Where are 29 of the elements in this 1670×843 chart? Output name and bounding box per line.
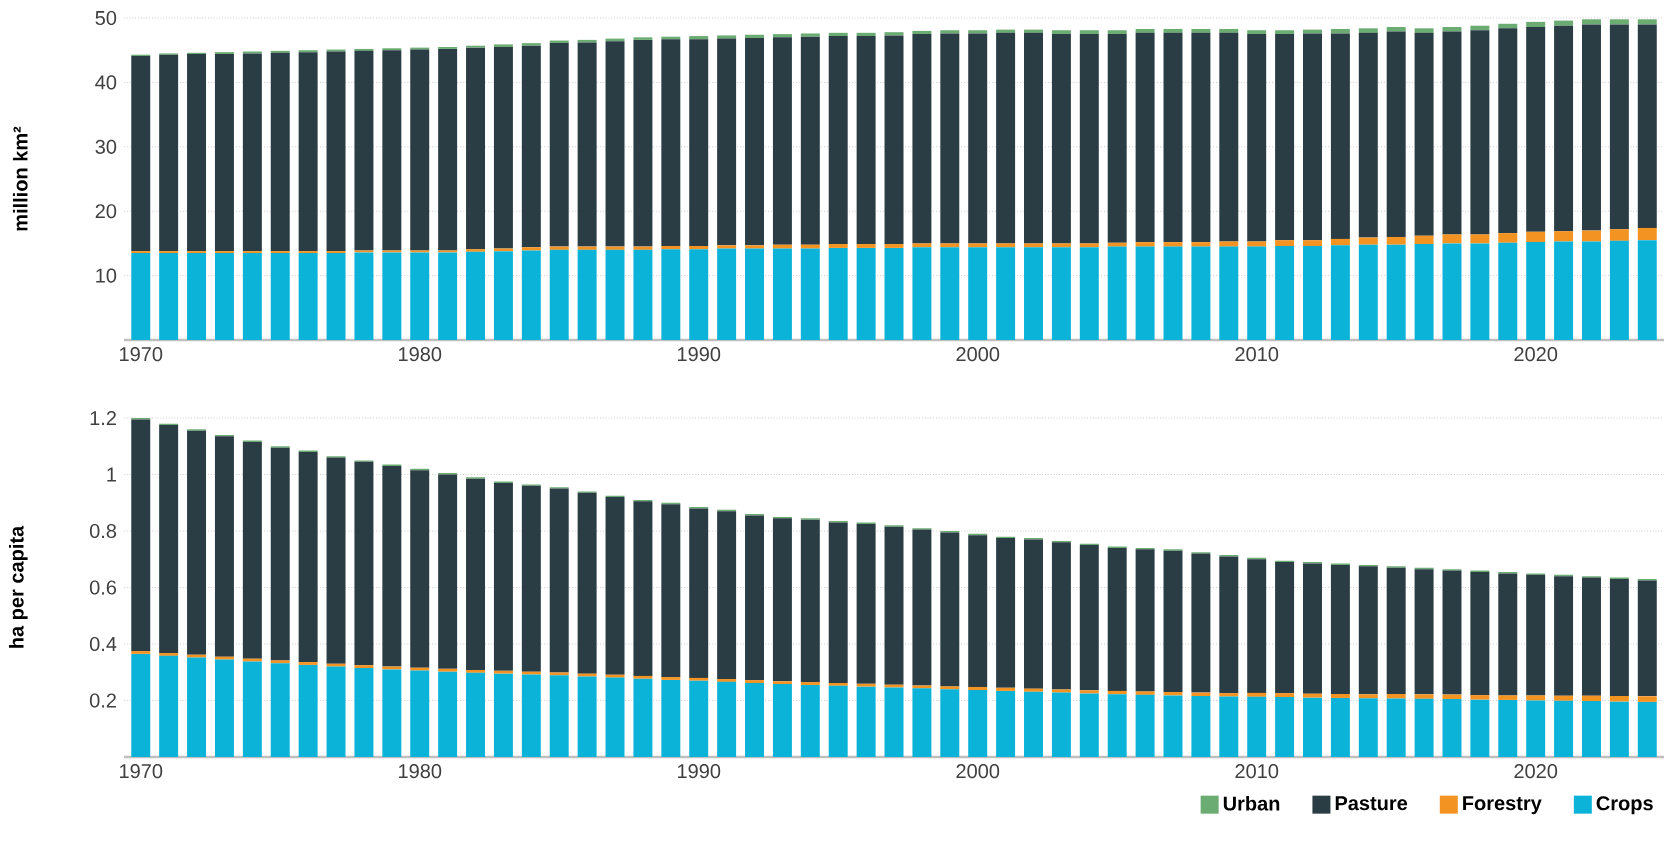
x-tick-label: 1970 (120, 764, 163, 779)
y-tick-label: 30 (95, 139, 117, 154)
y-tick-label: 1 (107, 467, 116, 482)
x-tick-label: 2000 (956, 347, 1000, 362)
y-axis-title: million km² (12, 126, 28, 231)
y-tick-label: 0.6 (89, 580, 117, 595)
y-tick-label: 0.2 (89, 693, 116, 708)
y-tick-label: 1.2 (90, 411, 116, 425)
legend-label: Crops (1596, 796, 1653, 815)
y-tick-label: 0.8 (89, 523, 117, 539)
x-tick-label: 2020 (1514, 764, 1558, 779)
y-tick-label: 50 (95, 10, 117, 26)
x-tick-label: 2020 (1514, 347, 1558, 362)
x-tick-label: 2000 (956, 764, 1000, 779)
y-tick-label: 10 (96, 268, 117, 283)
x-tick-label: 1980 (399, 347, 442, 362)
x-tick-label: 1970 (120, 347, 163, 362)
legend-label: Urban (1223, 795, 1280, 811)
y-tick-label: 20 (95, 204, 117, 219)
y-tick-label: 40 (95, 75, 117, 90)
x-tick-label: 1990 (678, 347, 721, 362)
legend-label: Forestry (1463, 796, 1542, 815)
x-tick-label: 2010 (1235, 764, 1279, 779)
legend-label: Pasture (1335, 796, 1408, 811)
x-tick-label: 1990 (678, 764, 721, 779)
y-tick-label: 0.4 (89, 636, 117, 652)
x-tick-label: 1980 (399, 764, 442, 779)
x-tick-label: 2010 (1235, 347, 1279, 362)
y-axis-title: ha per capita (8, 525, 28, 648)
